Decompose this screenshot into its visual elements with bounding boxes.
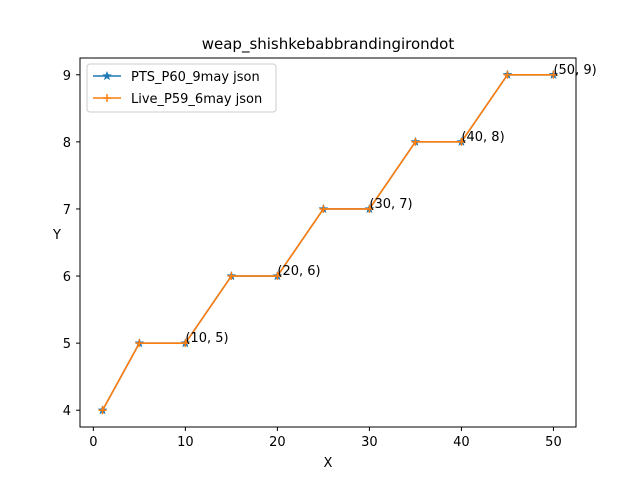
data-point-series-2: [549, 70, 558, 79]
legend-label-2: Live_P59_6may json: [131, 92, 262, 107]
y-tick-label: 4: [63, 404, 71, 419]
y-tick-label: 7: [63, 203, 71, 218]
data-point-series-2: [273, 272, 282, 281]
data-point-series-2: [181, 339, 190, 348]
data-point-series-2: [98, 406, 107, 415]
y-tick-label: 9: [63, 69, 71, 84]
data-point-series-2: [227, 272, 236, 281]
data-point-series-2: [457, 137, 466, 146]
x-tick-label: 20: [269, 435, 286, 450]
y-tick-label: 8: [63, 136, 71, 151]
point-annotation: (10, 5): [185, 331, 228, 346]
data-point-series-2: [319, 204, 328, 213]
point-annotation: (40, 8): [461, 130, 504, 145]
point-annotation: (50, 9): [553, 63, 596, 78]
data-point-series-2: [135, 339, 144, 348]
chart-title: weap_shishkebabbrandingirondot: [202, 35, 455, 54]
y-tick-label: 6: [63, 270, 71, 285]
x-tick-label: 40: [453, 435, 470, 450]
x-axis-label: X: [324, 456, 333, 471]
legend: PTS_P60_9may json Live_P59_6may json: [86, 63, 277, 113]
legend-marker-1: [102, 70, 112, 81]
data-point-series-2: [503, 70, 512, 79]
axes-frame: [79, 57, 577, 428]
x-tick-label: 30: [361, 435, 378, 450]
legend-box: [86, 63, 277, 113]
y-tick-label: 5: [63, 337, 71, 352]
y-axis-label: Y: [52, 228, 61, 243]
plot-area: (10, 5) (20, 6) (30, 7) (40, 8) (50, 9): [97, 63, 597, 415]
x-tick-label: 50: [545, 435, 562, 450]
point-annotation: (20, 6): [277, 264, 320, 279]
x-tick-label: 0: [89, 435, 97, 450]
x-tick-label: 10: [177, 435, 194, 450]
legend-marker-2: [103, 94, 111, 102]
legend-label-1: PTS_P60_9may json: [131, 70, 260, 85]
data-point-series-2: [411, 137, 420, 146]
point-annotation: (30, 7): [369, 197, 412, 212]
data-point-series-2: [365, 204, 374, 213]
